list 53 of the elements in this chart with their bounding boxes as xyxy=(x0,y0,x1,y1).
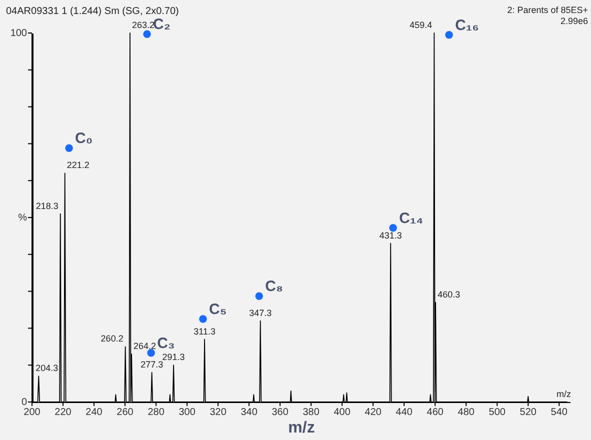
annotation: 264.2 xyxy=(134,341,156,352)
point xyxy=(143,30,151,38)
annotation: 347.3 xyxy=(249,308,272,318)
annotation: 311.3 xyxy=(194,326,216,336)
point xyxy=(199,315,207,323)
point xyxy=(65,144,73,152)
series-label: C₈ xyxy=(265,278,283,296)
series-label: C₁₄ xyxy=(399,210,424,227)
annotation: 218.3 xyxy=(36,200,58,211)
x-tick-label: 320 xyxy=(210,407,227,418)
x-axis-title: m/z xyxy=(288,420,315,436)
x-tick-label: 360 xyxy=(272,407,289,418)
y-tick-label: 100 xyxy=(10,28,28,39)
annotation: m/z xyxy=(556,389,572,399)
y-tick-label: % xyxy=(18,212,28,224)
chart-title: 04AR09331 1 (1.244) Sm (SG, 2x0.70) xyxy=(6,6,179,17)
series-label: C₅ xyxy=(209,300,227,318)
x-tick-label: 380 xyxy=(302,407,320,418)
annotation: 260.2 xyxy=(100,334,124,344)
x-tick-label: 220 xyxy=(54,407,72,418)
y-tick-label: 0 xyxy=(21,397,28,408)
x-tick-label: 520 xyxy=(520,407,537,418)
x-tick-label: 480 xyxy=(458,407,475,418)
annotation: 277.3 xyxy=(140,359,164,370)
x-tick-label: 300 xyxy=(178,407,196,418)
point xyxy=(445,30,453,39)
annotation: 459.4 xyxy=(410,20,432,30)
annotation: 431.3 xyxy=(379,230,402,240)
annotation: 204.3 xyxy=(36,363,58,374)
text: 2: Parents of 85ES+ xyxy=(507,5,588,15)
series-label: C₀ xyxy=(75,130,93,148)
x-tick-label: 340 xyxy=(240,407,258,418)
point xyxy=(255,292,264,300)
x-tick-label: 420 xyxy=(364,407,382,418)
annotation: 221.2 xyxy=(66,160,90,170)
point xyxy=(389,224,397,232)
point xyxy=(147,349,155,357)
text: 2.99e6 xyxy=(560,16,588,26)
annotation: 460.3 xyxy=(438,289,460,300)
x-tick-label: 500 xyxy=(488,407,506,418)
annotation: 291.3 xyxy=(162,352,185,362)
x-tick-label: 240 xyxy=(86,407,103,418)
x-tick-label: 280 xyxy=(148,407,165,418)
x-tick-label: 260 xyxy=(116,407,134,418)
x-tick-label: 200 xyxy=(24,407,41,418)
series-label: C₃ xyxy=(157,334,175,352)
x-tick-label: 400 xyxy=(334,407,351,418)
series-label: C₂ xyxy=(153,16,171,34)
x-tick-label: 540 xyxy=(550,407,568,418)
series-label: C₁₆ xyxy=(455,16,479,34)
annotation: 263.2 xyxy=(132,20,155,30)
x-tick-label: 440 xyxy=(396,407,413,418)
x-tick-label: 460 xyxy=(426,407,444,418)
